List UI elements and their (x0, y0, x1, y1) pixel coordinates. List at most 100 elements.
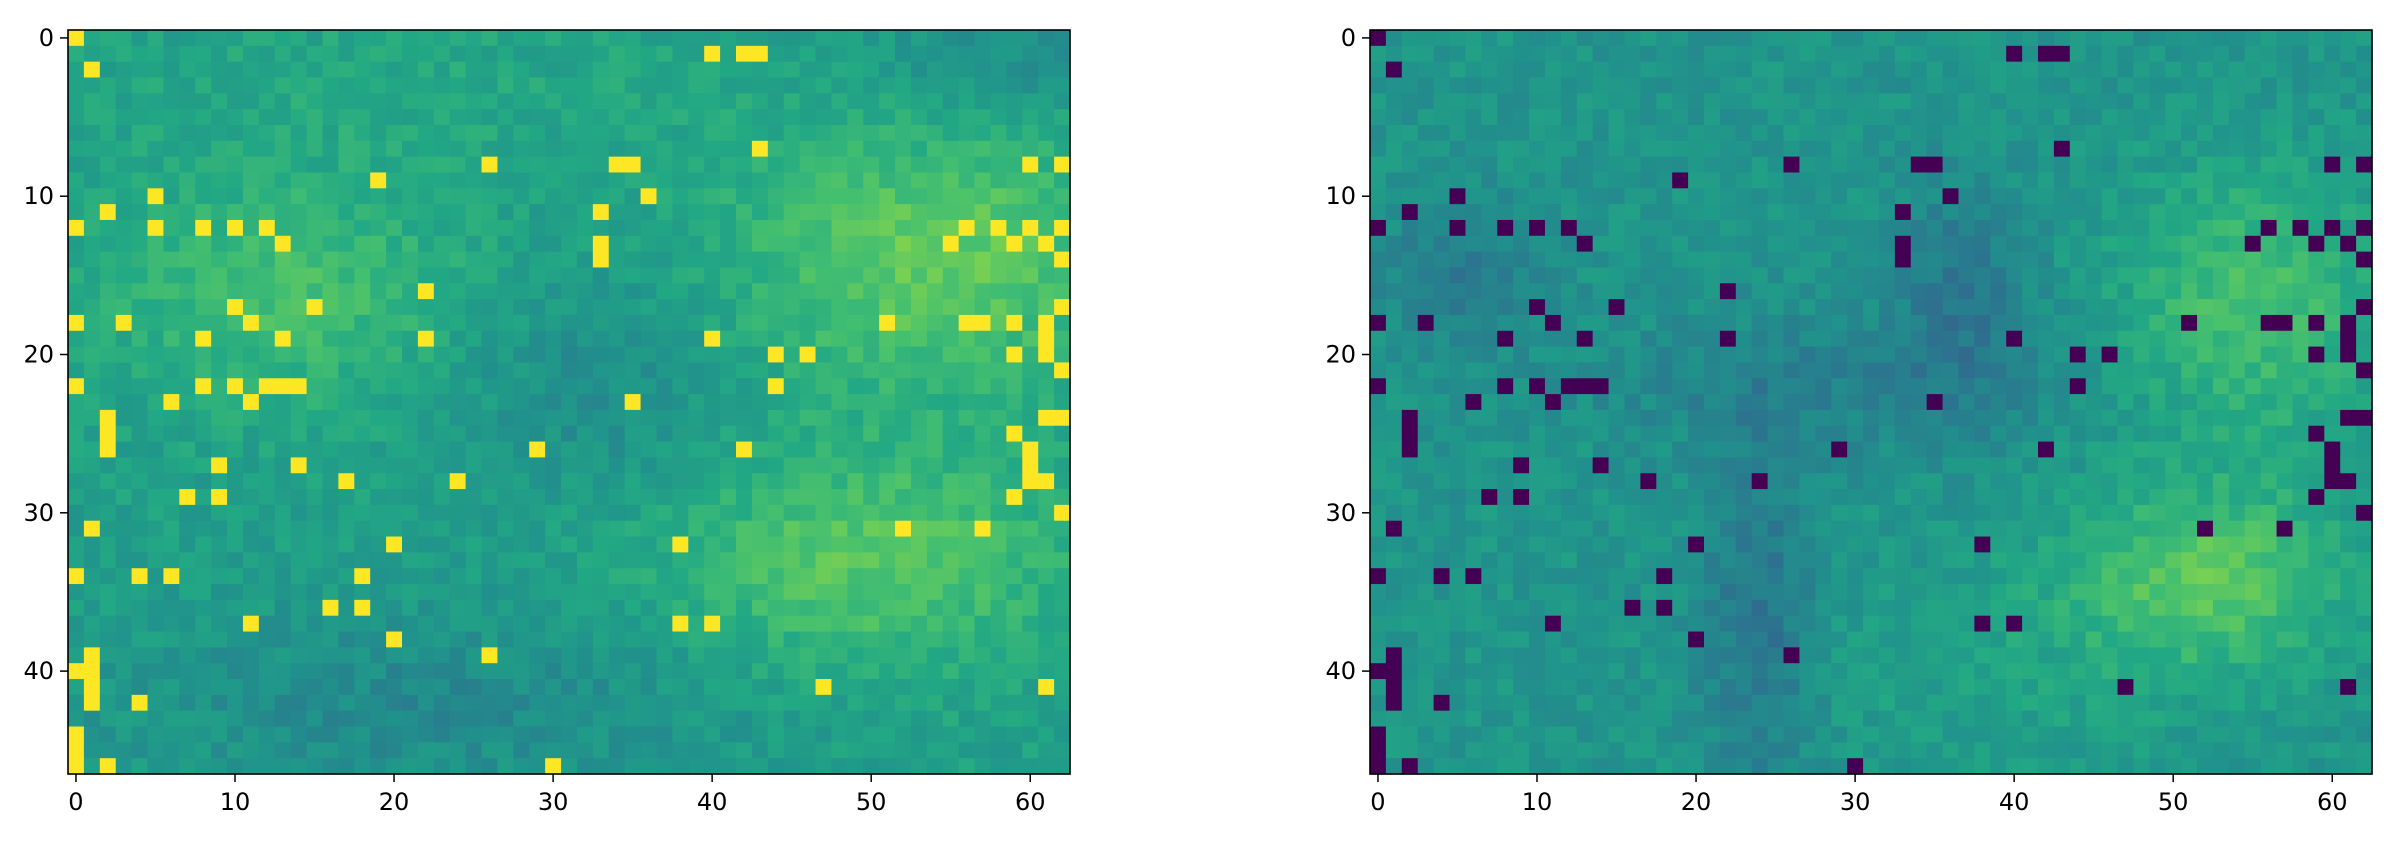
heatmap-cell (1640, 93, 1657, 110)
heatmap-cell (624, 679, 642, 696)
heatmap-cell (720, 299, 737, 316)
heatmap-cell (465, 172, 483, 189)
heatmap-cell (1799, 156, 1816, 174)
heatmap-cell (179, 172, 196, 189)
heatmap-cell (958, 457, 976, 474)
heatmap-cell (1974, 140, 1991, 158)
heatmap-cell (417, 172, 435, 189)
heatmap-cell (1006, 742, 1023, 759)
heatmap-cell (2165, 188, 2182, 205)
heatmap-cell (1767, 330, 1785, 348)
heatmap-cell (1544, 77, 1562, 94)
heatmap-cell (417, 124, 435, 142)
heatmap-cell (2069, 425, 2087, 443)
heatmap-cell (1783, 346, 1801, 364)
heatmap-cell (863, 615, 880, 633)
heatmap-cell (179, 441, 196, 458)
heatmap-cell (195, 251, 212, 269)
heatmap-cell (910, 93, 928, 110)
heatmap-cell (1481, 109, 1498, 126)
heatmap-cell (592, 140, 610, 158)
heatmap-cell (179, 599, 196, 617)
heatmap-cell (1006, 172, 1023, 189)
heatmap-cell (1433, 235, 1451, 253)
heatmap-cell (2053, 504, 2071, 522)
heatmap-cell (1815, 330, 1832, 348)
heatmap-cell (2308, 251, 2325, 269)
heatmap-cell (2038, 299, 2055, 316)
heatmap-cell (910, 378, 928, 395)
heatmap-cell (2006, 346, 2023, 364)
heatmap-cell (2085, 188, 2103, 205)
heatmap-cell (831, 489, 848, 506)
heatmap-cell (449, 663, 467, 680)
heatmap-cell (1481, 77, 1498, 94)
heatmap-cell (115, 425, 133, 443)
heatmap-cell (306, 267, 324, 284)
heatmap-cell (258, 710, 276, 728)
heatmap-cell (672, 441, 689, 458)
heatmap-cell (1529, 30, 1546, 47)
heatmap-cell (974, 235, 992, 253)
heatmap-cell (417, 61, 435, 79)
heatmap-cell (2324, 235, 2341, 253)
heatmap-cell (449, 61, 467, 79)
heatmap-cell (465, 441, 483, 458)
heatmap-cell (497, 77, 514, 94)
heatmap-cell (1513, 504, 1530, 522)
heatmap-cell (863, 710, 880, 728)
heatmap-cell (736, 441, 753, 458)
heatmap-cell (258, 188, 276, 205)
heatmap-cell (990, 267, 1007, 284)
heatmap-cell (1417, 172, 1435, 189)
heatmap-cell (2006, 109, 2023, 126)
heatmap-cell (1719, 188, 1737, 205)
heatmap-cell (688, 267, 705, 284)
heatmap-cell (561, 663, 578, 680)
heatmap-cell (1560, 77, 1578, 94)
heatmap-cell (1910, 299, 1928, 316)
heatmap-cell (879, 61, 896, 79)
heatmap-cell (513, 314, 530, 332)
heatmap-cell (2006, 219, 2023, 237)
heatmap-cell (926, 457, 944, 474)
heatmap-cell (2085, 330, 2103, 348)
heatmap-cell (513, 473, 530, 490)
heatmap-cell (895, 140, 912, 158)
heatmap-cell (974, 93, 992, 110)
heatmap-cell (879, 299, 896, 316)
heatmap-cell (1544, 362, 1562, 379)
heatmap-cell (799, 758, 817, 775)
heatmap-cell (115, 330, 133, 348)
heatmap-cell (974, 599, 992, 617)
heatmap-cell (2022, 204, 2039, 221)
heatmap-cell (2308, 283, 2325, 300)
heatmap-cell (211, 314, 228, 332)
heatmap-cell (1513, 109, 1530, 126)
heatmap-cell (68, 30, 85, 47)
heatmap-cell (942, 568, 960, 585)
heatmap-cell (417, 710, 435, 728)
heatmap-cell (2038, 346, 2055, 364)
heatmap-cell (974, 457, 992, 474)
heatmap-cell (1576, 299, 1594, 316)
heatmap-cell (1767, 30, 1785, 47)
heatmap-cell (1990, 441, 2007, 458)
heatmap-cells (1370, 30, 2373, 775)
heatmap-cell (513, 726, 530, 743)
heatmap-cell (1592, 283, 1610, 300)
heatmap-cell (481, 61, 499, 79)
heatmap-cell (402, 615, 419, 633)
heatmap-cell (1990, 140, 2007, 158)
heatmap-cell (561, 362, 578, 379)
heatmap-cell (688, 204, 705, 221)
heatmap-cell (1022, 30, 1039, 47)
heatmap-cell (2228, 441, 2246, 458)
heatmap-cell (465, 552, 483, 569)
heatmap-cell (863, 77, 880, 94)
heatmap-cell (1831, 30, 1848, 47)
heatmap-cell (1449, 520, 1467, 538)
heatmap-cell (163, 694, 180, 712)
heatmap-cell (561, 346, 578, 364)
heatmap-cell (2117, 235, 2135, 253)
